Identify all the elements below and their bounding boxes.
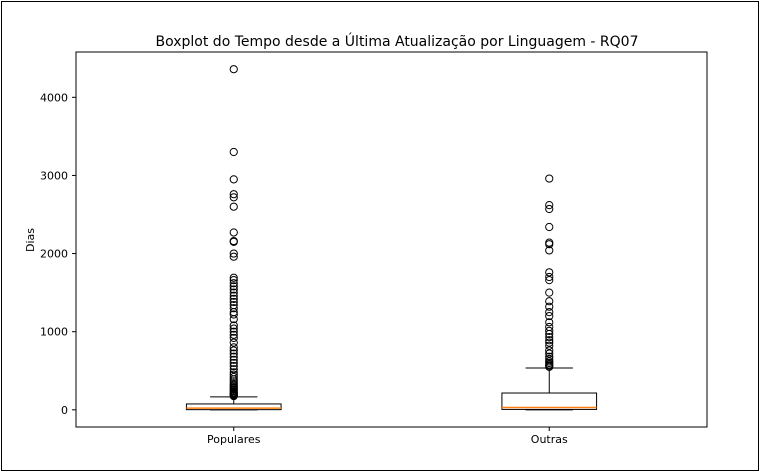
outlier-point <box>229 372 238 382</box>
outlier-point <box>545 272 554 282</box>
outlier-point <box>229 297 238 307</box>
outlier-point <box>545 268 554 277</box>
outlier-point <box>229 330 238 339</box>
outlier-point <box>545 341 554 350</box>
outlier-point <box>545 238 554 247</box>
chart-title: Boxplot do Tempo desde a Última Atualiza… <box>156 32 639 50</box>
outlier-point <box>229 343 238 352</box>
iqr-box <box>501 392 598 410</box>
outlier-point <box>229 294 238 303</box>
outlier-point <box>229 352 238 361</box>
outlier-point <box>229 65 238 74</box>
outlier-point <box>229 291 238 300</box>
outlier-point <box>545 346 554 355</box>
outlier-point <box>229 273 238 282</box>
outlier-point <box>229 368 238 377</box>
outlier-point <box>545 357 554 366</box>
outlier-point <box>545 201 554 210</box>
y-tick-label: 4000 <box>40 91 68 104</box>
outlier-point <box>229 249 238 258</box>
outlier-point <box>229 355 238 364</box>
boxplot-series <box>185 65 598 411</box>
outlier-point <box>545 354 554 364</box>
outlier-point <box>545 276 554 285</box>
outlier-point <box>229 279 238 288</box>
outlier-point <box>229 236 238 246</box>
outlier-point <box>229 288 238 297</box>
outlier-point <box>545 246 554 255</box>
outlier-point <box>229 252 238 261</box>
outlier-point <box>545 288 554 297</box>
y-tick-label: 2000 <box>40 248 68 261</box>
outlier-point <box>545 322 554 332</box>
outlier-point <box>545 222 554 232</box>
outlier-point <box>545 311 554 321</box>
outlier-point <box>545 349 554 358</box>
y-tick-label: 1000 <box>40 326 68 339</box>
outlier-point <box>545 302 554 311</box>
outlier-point <box>229 321 238 330</box>
outlier-point <box>229 338 238 347</box>
box-populares <box>185 65 282 411</box>
y-tick-label: 0 <box>61 404 68 417</box>
x-axis-ticks: Populares Outras <box>207 427 568 446</box>
outlier-point <box>229 365 238 374</box>
outlier-point <box>229 358 238 368</box>
outlier-point <box>229 285 238 294</box>
outlier-point <box>229 346 238 355</box>
iqr-box <box>185 403 282 411</box>
outlier-point <box>229 282 238 291</box>
outlier-point <box>545 352 554 361</box>
y-tick-label: 3000 <box>40 169 68 182</box>
outlier-point <box>229 324 238 333</box>
outlier-point <box>545 204 554 214</box>
outlier-point <box>545 336 554 345</box>
outlier-point <box>229 304 238 313</box>
outlier-point <box>229 301 238 310</box>
outlier-point <box>545 297 554 306</box>
outlier-point <box>545 318 554 327</box>
x-tick-label: Outras <box>531 433 568 446</box>
outlier-point <box>229 276 238 285</box>
y-axis-label: Dias <box>24 228 37 252</box>
outlier-point <box>229 370 238 379</box>
outlier-point <box>229 147 238 157</box>
outlier-point <box>229 310 238 319</box>
x-tick-label: Populares <box>207 433 261 446</box>
outlier-point <box>545 308 554 317</box>
outlier-point <box>229 327 238 336</box>
outlier-point <box>229 193 238 202</box>
outlier-point <box>545 333 554 342</box>
outlier-point <box>545 338 554 347</box>
outlier-point <box>545 174 554 183</box>
box-outras <box>501 174 598 411</box>
outlier-point <box>229 202 238 211</box>
outlier-point <box>229 175 238 184</box>
y-axis-ticks: 0 1000 2000 3000 4000 <box>40 91 76 417</box>
outlier-point <box>229 349 238 358</box>
outlier-point <box>229 190 238 199</box>
outlier-point <box>229 361 238 371</box>
outlier-point <box>545 326 554 336</box>
outlier-point <box>229 333 238 343</box>
plot-area <box>75 51 708 428</box>
outlier-point <box>229 228 238 237</box>
